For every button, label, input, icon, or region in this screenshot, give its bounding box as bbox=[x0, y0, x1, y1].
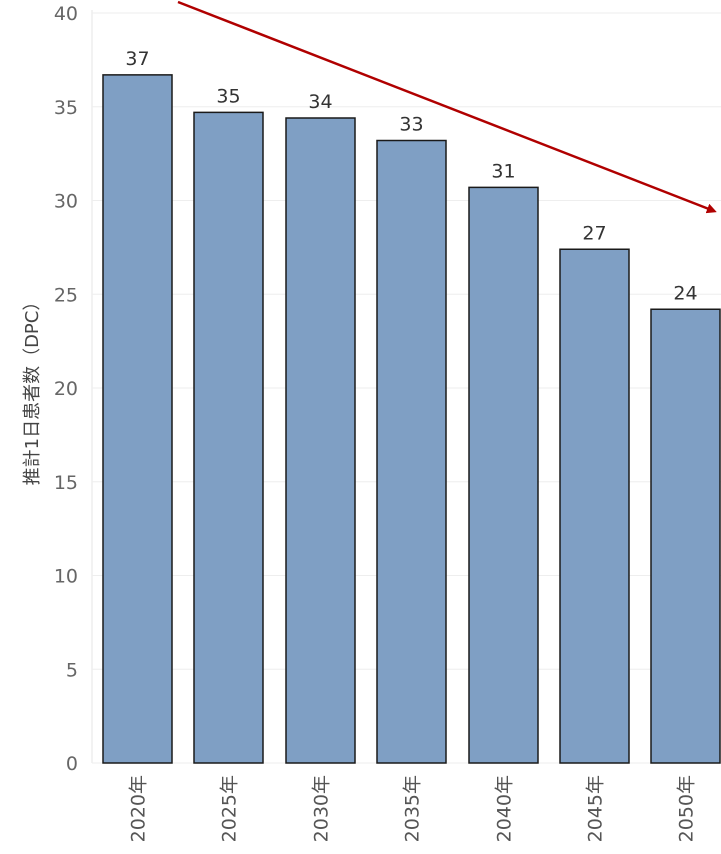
y-tick-label-20: 20 bbox=[54, 378, 78, 400]
bar-2020年 bbox=[102, 74, 173, 764]
bar-2050年 bbox=[650, 308, 721, 764]
bar-2025年 bbox=[193, 111, 264, 764]
x-tick-label-2025年: 2025年 bbox=[219, 775, 241, 842]
bar-2045年 bbox=[559, 248, 630, 764]
data-label-2030年: 34 bbox=[308, 91, 332, 113]
data-label-2040年: 31 bbox=[491, 160, 515, 182]
y-tick-label-15: 15 bbox=[54, 472, 78, 494]
y-tick-label-30: 30 bbox=[54, 191, 78, 213]
bar-2030年 bbox=[285, 117, 356, 764]
y-tick-label-10: 10 bbox=[54, 566, 78, 588]
x-tick-label-2045年: 2045年 bbox=[585, 775, 607, 842]
y-tick-label-35: 35 bbox=[54, 97, 78, 119]
data-labels: 37 35 34 33 31 27 24 bbox=[125, 48, 697, 304]
y-tick-label-0: 0 bbox=[66, 753, 78, 775]
x-tick-label-2040年: 2040年 bbox=[494, 775, 516, 842]
bar-2035年 bbox=[376, 139, 447, 764]
x-tick-label-2035年: 2035年 bbox=[402, 775, 424, 842]
trend-arrow bbox=[177, 0, 717, 214]
y-tick-label-25: 25 bbox=[54, 284, 78, 306]
bars bbox=[102, 74, 721, 764]
x-tick-label-2030年: 2030年 bbox=[311, 775, 333, 842]
data-label-2035年: 33 bbox=[399, 114, 423, 136]
y-tick-label-5: 5 bbox=[66, 659, 78, 681]
data-label-2025年: 35 bbox=[216, 85, 240, 107]
bar-2040年 bbox=[468, 186, 539, 764]
x-tick-label-2020年: 2020年 bbox=[128, 775, 150, 842]
y-tick-label-40: 40 bbox=[54, 3, 78, 25]
y-axis-ticks: 0 5 10 15 20 25 30 35 40 bbox=[54, 3, 78, 775]
data-label-2045年: 27 bbox=[582, 222, 606, 244]
x-axis-ticks: 2020年 2025年 2030年 2035年 2040年 2045年 2050年 bbox=[128, 775, 698, 842]
x-tick-label-2050年: 2050年 bbox=[676, 775, 698, 842]
y-axis-title: 推計1日患者数（DPC） bbox=[22, 293, 43, 486]
data-label-2020年: 37 bbox=[125, 48, 149, 70]
data-label-2050年: 24 bbox=[673, 282, 697, 304]
